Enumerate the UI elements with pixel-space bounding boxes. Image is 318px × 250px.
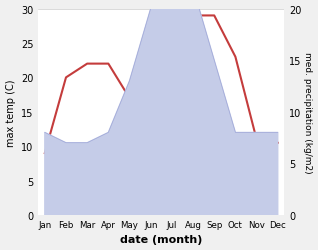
Y-axis label: max temp (C): max temp (C) [5, 79, 16, 146]
Y-axis label: med. precipitation (kg/m2): med. precipitation (kg/m2) [303, 52, 313, 173]
X-axis label: date (month): date (month) [120, 234, 203, 244]
